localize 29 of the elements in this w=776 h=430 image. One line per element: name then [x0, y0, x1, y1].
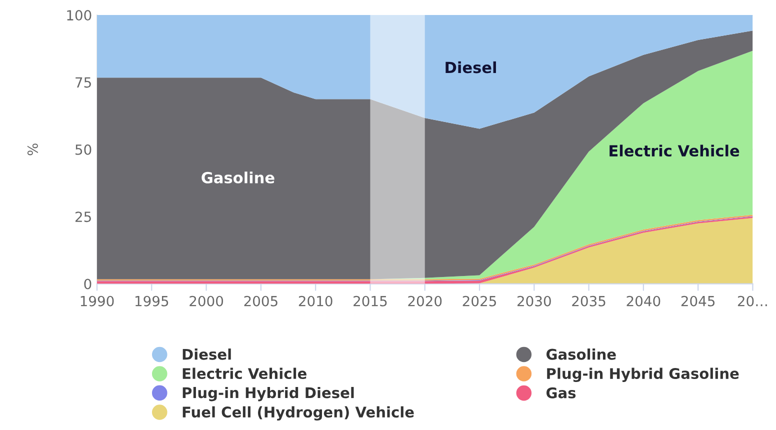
x-tick-label: 1995 — [135, 296, 168, 306]
legend-label: Electric Vehicle — [182, 368, 306, 380]
x-tick-label: 2000 — [190, 296, 224, 306]
x-tick-label: 2015 — [354, 296, 387, 306]
legend-label: Diesel — [182, 348, 231, 360]
annotation: Electric Vehicle — [610, 144, 740, 157]
x-tick-label: 2010 — [298, 296, 332, 306]
y-tick-label: 100 — [67, 10, 92, 21]
x-tick-label: 2045 — [681, 296, 715, 306]
legend-label: Plug-in Hybrid Gasoline — [547, 368, 739, 382]
annotation: Gasoline — [202, 172, 274, 184]
x-tick-label: 2005 — [244, 296, 278, 306]
y-tick-label: 75 — [76, 77, 91, 88]
legend-label: Gas — [546, 387, 576, 398]
x-tick-label: 2040 — [626, 296, 660, 306]
y-axis-title: % — [27, 144, 38, 156]
legend-label: Gasoline — [546, 348, 616, 360]
y-tick-label: 25 — [75, 212, 91, 222]
x-tick-label: 2020 — [408, 296, 442, 306]
x-tick-label: 20… — [738, 296, 767, 306]
legend-label: Fuel Cell (Hydrogen) Vehicle — [182, 406, 414, 421]
y-tick-label: 0 — [84, 278, 92, 290]
x-tick-label: 2025 — [462, 296, 496, 306]
x-tick-label: 2030 — [517, 296, 551, 306]
x-tick-label: 2035 — [572, 296, 606, 306]
legend-label: Plug-in Hybrid Diesel — [182, 386, 354, 402]
annotation: Diesel — [446, 61, 496, 74]
x-tick-label: 1990 — [80, 296, 114, 306]
y-tick-label: 50 — [76, 144, 92, 155]
